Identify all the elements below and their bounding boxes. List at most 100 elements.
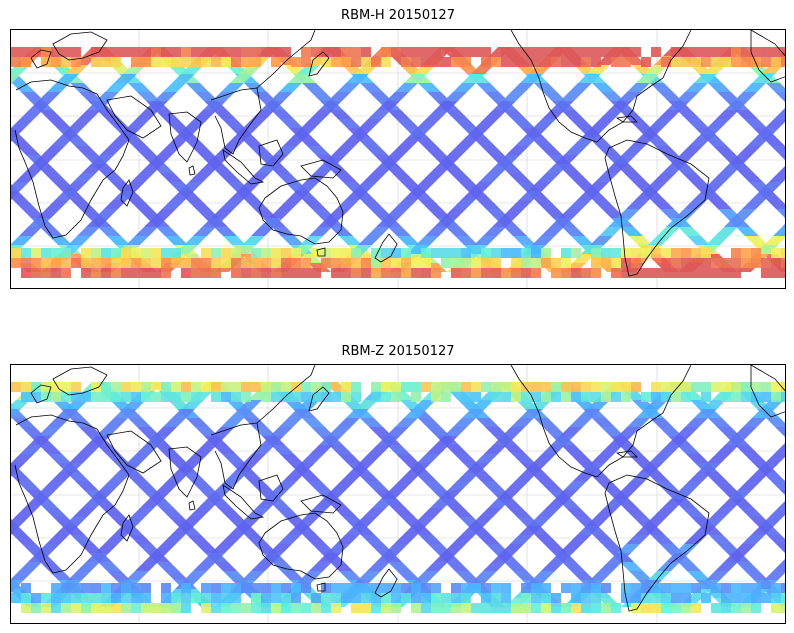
swath-cell: [453, 418, 476, 427]
polar-cell: [721, 47, 731, 57]
polar-cell: [41, 593, 51, 603]
swath-cell: [470, 517, 493, 526]
swath-cell: [686, 454, 709, 463]
polar-cell: [211, 593, 221, 603]
swath-cell: [620, 562, 643, 571]
swath-cell: [650, 418, 673, 427]
polar-cell: [151, 258, 161, 268]
swath-cell: [13, 200, 36, 209]
polar-cell: [291, 248, 301, 258]
swath-cell: [653, 508, 676, 517]
polar-cell: [321, 248, 331, 258]
polar-cell: [531, 603, 541, 613]
polar-cell: [721, 603, 731, 613]
swath-cell: [493, 101, 516, 110]
polar-cell: [221, 603, 231, 613]
swath-cell: [769, 173, 785, 182]
polar-cell: [341, 258, 351, 268]
polar-cell: [671, 382, 681, 392]
swath-cell: [15, 173, 38, 182]
swath-cell: [39, 445, 62, 454]
polar-cell: [521, 382, 531, 392]
polar-cell: [321, 258, 331, 268]
swath-cell: [38, 427, 61, 436]
polar-cell: [401, 248, 411, 258]
swath-cell: [55, 526, 78, 535]
polar-cell: [681, 47, 691, 57]
coastlines: [14, 30, 785, 277]
swath-cell: [462, 409, 485, 418]
polar-cell: [51, 583, 61, 593]
swath-cell: [765, 454, 785, 463]
swath-cell: [609, 101, 632, 110]
polar-cell: [241, 382, 251, 392]
polar-cell: [191, 593, 201, 603]
polar-cell: [511, 57, 521, 67]
polar-cell: [301, 583, 311, 593]
swath-cell: [252, 110, 275, 119]
polar-cell: [61, 258, 71, 268]
swath-cell: [666, 553, 689, 562]
polar-cell: [71, 593, 81, 603]
polar-cell: [101, 392, 111, 402]
polar-cell: [141, 583, 151, 593]
swath-cell: [448, 481, 471, 490]
map-canvas-top: [11, 30, 785, 288]
swath-cell: [733, 209, 756, 218]
swath-cell: [640, 128, 663, 137]
swath-cell: [48, 119, 71, 128]
polar-cell: [301, 57, 311, 67]
swath-cell: [65, 65, 88, 74]
polar-cell: [761, 268, 771, 278]
polar-cell: [401, 593, 411, 603]
polar-cell: [491, 583, 501, 593]
polar-cell: [381, 593, 391, 603]
polar-cell: [751, 603, 761, 613]
polar-cell: [741, 392, 751, 402]
swath-cell: [305, 508, 328, 517]
coastline: [52, 31, 108, 61]
swath-cell: [709, 200, 732, 209]
polar-cell: [731, 47, 741, 57]
swath-cell: [11, 137, 31, 146]
swath-cell: [153, 544, 176, 553]
swath-cell: [213, 445, 236, 454]
polar-cell: [591, 248, 601, 258]
polar-cell: [61, 57, 71, 67]
swath-cell: [280, 454, 303, 463]
swath-cell: [376, 553, 399, 562]
polar-cell: [571, 583, 581, 593]
swath-cell: [502, 427, 525, 436]
swath-cell: [512, 454, 535, 463]
swath-cell: [198, 499, 221, 508]
polar-cell: [21, 583, 31, 593]
swath-cell: [155, 445, 178, 454]
polar-cell: [231, 268, 241, 278]
polar-cell: [741, 248, 751, 258]
polar-cell: [451, 268, 461, 278]
polar-cell: [311, 268, 321, 278]
polar-cell: [561, 268, 571, 278]
polar-cell: [61, 392, 71, 402]
swath-cell: [703, 400, 726, 409]
swath-cell: [218, 508, 241, 517]
swath-cell: [187, 200, 210, 209]
polar-cell: [771, 593, 781, 603]
swath-cell: [73, 508, 96, 517]
polar-cell: [261, 583, 271, 593]
swath-cell: [131, 173, 154, 182]
polar-cell: [771, 382, 781, 392]
swath-cell: [165, 236, 188, 245]
polar-cell: [611, 382, 621, 392]
swath-cell: [586, 182, 609, 191]
swath-cell: [413, 400, 436, 409]
polar-cell: [411, 392, 421, 402]
polar-cell: [61, 268, 71, 278]
swath-cell: [537, 508, 560, 517]
swath-cell: [203, 101, 226, 110]
polar-cell: [421, 258, 431, 268]
polar-cell: [211, 268, 221, 278]
polar-cell: [611, 248, 621, 258]
swath-cell: [234, 463, 257, 472]
polar-cell: [61, 603, 71, 613]
